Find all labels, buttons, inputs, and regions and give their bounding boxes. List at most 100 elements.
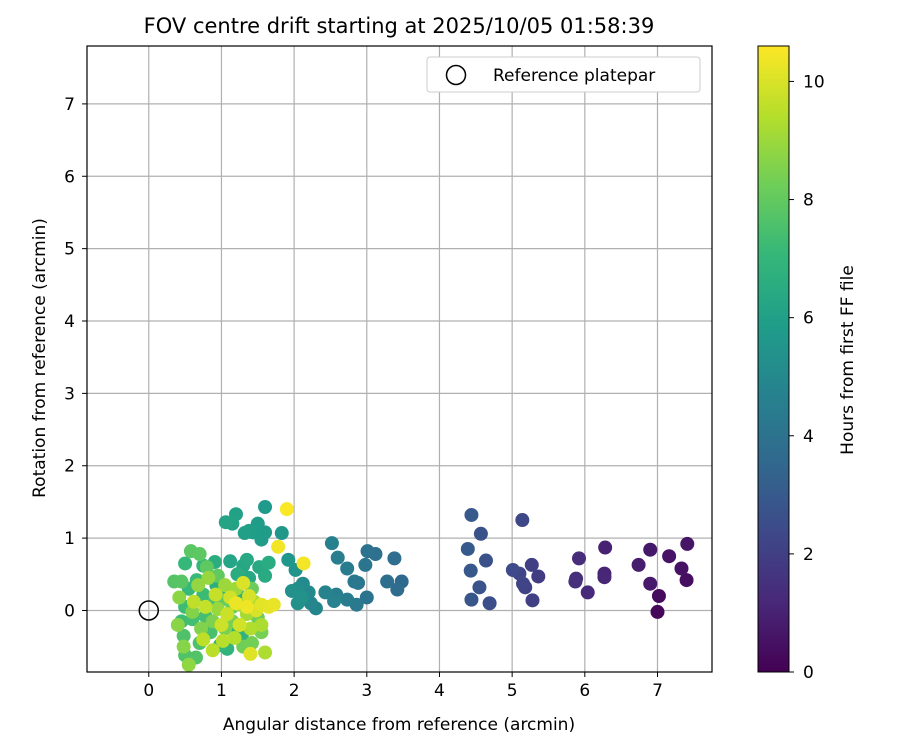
scatter-point — [232, 617, 247, 632]
x-tick-label: 3 — [361, 681, 372, 701]
legend-entry-reference-platepar: Reference platepar — [493, 66, 655, 86]
scatter-point — [643, 542, 658, 557]
scatter-point — [651, 589, 666, 604]
scatter-point — [597, 570, 612, 585]
legend-marker-circle-icon — [445, 64, 467, 86]
scatter-point — [236, 575, 251, 590]
scatter-point — [390, 582, 405, 597]
scatter-point — [650, 604, 665, 619]
scatter-point — [271, 539, 286, 554]
scatter-point — [243, 646, 258, 661]
scatter-point — [172, 590, 187, 605]
scatter-point — [242, 589, 257, 604]
y-tick-label: 3 — [64, 384, 75, 404]
colorbar-tick-label: 4 — [803, 427, 814, 447]
scatter-point — [643, 576, 658, 591]
y-axis-label: Rotation from reference (arcmin) — [30, 218, 50, 498]
scatter-point — [330, 550, 345, 565]
scatter-point — [208, 587, 223, 602]
chart-title: FOV centre drift starting at 2025/10/05 … — [144, 14, 655, 38]
x-tick-label: 1 — [216, 681, 227, 701]
legend: Reference platepar — [426, 56, 701, 93]
scatter-point — [254, 617, 269, 632]
x-tick-label: 5 — [507, 681, 518, 701]
scatter-points — [167, 499, 695, 672]
scatter-point — [340, 592, 355, 607]
scatter-point — [201, 570, 216, 585]
colorbar: 0 2 4 6 8 10 Hours from first FF file — [757, 45, 858, 683]
scatter-point — [525, 593, 540, 608]
y-tick-label: 1 — [64, 529, 75, 549]
scatter-point — [239, 552, 254, 567]
scatter-point — [572, 551, 587, 566]
colorbar-tick-label: 6 — [803, 309, 814, 329]
scatter-point — [387, 551, 402, 566]
scatter-point — [178, 556, 193, 571]
scatter-point — [478, 553, 493, 568]
scatter-point — [464, 507, 479, 522]
y-tick-label: 0 — [64, 601, 75, 621]
scatter-point — [294, 590, 309, 605]
scatter-point — [674, 561, 689, 576]
scatter-point — [318, 585, 333, 600]
scatter-point — [220, 607, 235, 622]
scatter-point — [324, 536, 339, 551]
scatter-point — [359, 590, 374, 605]
scatter-point — [679, 573, 694, 588]
scatter-point — [568, 574, 583, 589]
scatter-point — [227, 630, 242, 645]
scatter-point — [170, 617, 185, 632]
scatter-point — [239, 599, 254, 614]
scatter-point — [191, 578, 206, 593]
scatter-point — [524, 557, 539, 572]
colorbar-label: Hours from first FF file — [838, 265, 858, 455]
scatter-point — [192, 547, 207, 562]
scatter-point — [662, 549, 677, 564]
scatter-point — [228, 596, 243, 611]
scatter-point — [266, 597, 281, 612]
scatter-point — [237, 526, 252, 541]
y-tick-label: 7 — [64, 95, 75, 115]
scatter-point — [281, 552, 296, 567]
colorbar-tick-label: 8 — [803, 191, 814, 211]
scatter-point — [482, 596, 497, 611]
scatter-point — [347, 574, 362, 589]
colorbar-ticks: 0 2 4 6 8 10 — [789, 72, 825, 683]
scatter-point — [680, 536, 695, 551]
scatter-point — [580, 585, 595, 600]
colorbar-tick-label: 0 — [803, 663, 814, 683]
scatter-point — [631, 557, 646, 572]
scatter-point — [460, 541, 475, 556]
scatter-point — [218, 515, 233, 530]
scatter-point — [243, 621, 258, 636]
reference-platepar-marker — [138, 600, 160, 621]
y-tick-label: 5 — [64, 240, 75, 260]
scatter-point — [194, 621, 209, 636]
scatter-point — [473, 526, 488, 541]
legend-box — [426, 56, 701, 93]
grid — [87, 46, 712, 672]
scatter-point — [274, 526, 289, 541]
y-tick-label: 4 — [64, 312, 75, 332]
reference-marker-layer — [138, 600, 160, 621]
scatter-point — [244, 636, 259, 651]
scatter-point — [258, 499, 273, 514]
scatter-point — [214, 617, 229, 632]
scatter-point — [340, 561, 355, 576]
scatter-point — [380, 574, 395, 589]
scatter-point — [199, 560, 214, 575]
scatter-point — [205, 643, 220, 658]
plot-frame — [86, 45, 713, 673]
scatter-point — [360, 544, 375, 559]
scatter-point — [464, 592, 479, 607]
x-tick-label: 0 — [143, 681, 154, 701]
scatter-point — [198, 599, 213, 614]
scatter-point — [327, 594, 342, 609]
scatter-point — [472, 580, 487, 595]
scatter-point — [215, 633, 230, 648]
scatter-point — [296, 556, 311, 571]
scatter-point — [181, 657, 196, 672]
x-tick-label: 6 — [579, 681, 590, 701]
scatter-point — [358, 557, 373, 572]
